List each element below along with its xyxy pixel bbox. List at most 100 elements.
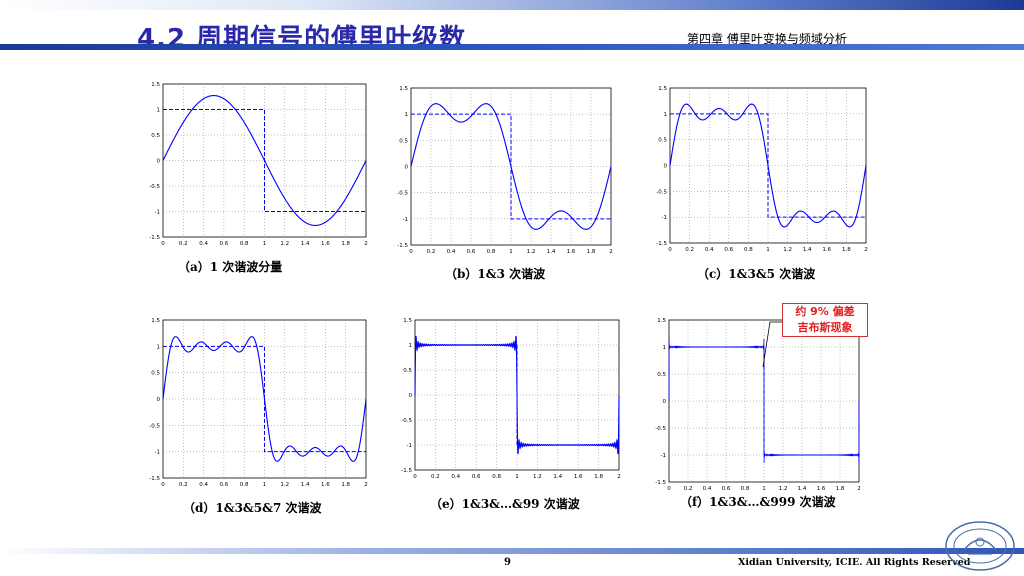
xtick-label-1-8: 1.6 bbox=[567, 249, 576, 255]
fourier-series-line-2 bbox=[669, 103, 867, 228]
bottom-gradient-bar bbox=[0, 548, 1024, 554]
ytick-label-1-1: 1 bbox=[405, 112, 409, 118]
xtick-label-3-9: 1.8 bbox=[341, 482, 350, 488]
xtick-label-2-9: 1.8 bbox=[842, 247, 851, 253]
xtick-label-3-8: 1.6 bbox=[321, 482, 330, 488]
ytick-label-1-2: 0.5 bbox=[399, 138, 408, 144]
xtick-label-4-1: 0.2 bbox=[431, 474, 440, 480]
xtick-label-2-2: 0.4 bbox=[705, 247, 714, 253]
ytick-label-2-3: 0 bbox=[664, 164, 668, 170]
xtick-label-3-10: 2 bbox=[364, 482, 368, 488]
ytick-label-0-0: 1.5 bbox=[151, 82, 160, 88]
xtick-label-0-6: 1.2 bbox=[280, 241, 289, 247]
xtick-label-4-7: 1.4 bbox=[553, 474, 562, 480]
title-underline-bar bbox=[0, 44, 1024, 50]
xtick-label-0-8: 1.6 bbox=[321, 241, 330, 247]
xtick-label-0-5: 1 bbox=[263, 241, 267, 247]
ytick-label-3-6: -1.5 bbox=[149, 476, 160, 482]
ytick-label-1-0: 1.5 bbox=[399, 86, 408, 92]
ytick-label-5-6: -1.5 bbox=[655, 480, 666, 486]
ytick-label-4-5: -1 bbox=[407, 443, 412, 449]
ytick-label-2-2: 0.5 bbox=[658, 138, 667, 144]
xtick-label-1-1: 0.2 bbox=[427, 249, 436, 255]
xtick-label-2-3: 0.6 bbox=[724, 247, 733, 253]
ytick-label-4-1: 1 bbox=[409, 343, 413, 349]
ytick-label-2-6: -1.5 bbox=[656, 241, 667, 247]
xtick-label-5-9: 1.8 bbox=[836, 486, 845, 492]
caption-b: （b）1&3 次谐波 bbox=[445, 267, 546, 281]
ytick-label-4-2: 0.5 bbox=[403, 368, 412, 374]
xtick-label-5-5: 1 bbox=[762, 486, 766, 492]
ytick-label-5-1: 1 bbox=[663, 345, 667, 351]
xtick-label-5-7: 1.4 bbox=[798, 486, 807, 492]
xtick-label-4-3: 0.6 bbox=[472, 474, 481, 480]
xtick-label-5-3: 0.6 bbox=[722, 486, 731, 492]
footer-copyright: Xidian University, ICIE. All Rights Rese… bbox=[738, 557, 971, 568]
xtick-label-0-2: 0.4 bbox=[199, 241, 208, 247]
xtick-label-5-2: 0.4 bbox=[703, 486, 712, 492]
xtick-label-4-8: 1.6 bbox=[574, 474, 583, 480]
xtick-label-3-3: 0.6 bbox=[220, 482, 229, 488]
ytick-label-0-3: 0 bbox=[157, 159, 161, 165]
university-logo-icon bbox=[945, 521, 1015, 571]
xtick-label-4-5: 1 bbox=[515, 474, 519, 480]
xtick-label-0-3: 0.6 bbox=[220, 241, 229, 247]
ytick-label-3-4: -0.5 bbox=[149, 423, 160, 429]
xtick-label-3-1: 0.2 bbox=[179, 482, 188, 488]
square-wave-reference-2 bbox=[670, 113, 866, 218]
ytick-label-4-3: 0 bbox=[409, 393, 413, 399]
xtick-label-0-4: 0.8 bbox=[240, 241, 249, 247]
fourier-series-line-0 bbox=[162, 95, 367, 226]
caption-d: （d）1&3&5&7 次谐波 bbox=[183, 501, 322, 515]
caption-e: （e）1&3&…&99 次谐波 bbox=[430, 497, 580, 511]
ytick-label-5-5: -1 bbox=[661, 453, 666, 459]
xtick-label-2-7: 1.4 bbox=[803, 247, 812, 253]
xtick-label-0-9: 1.8 bbox=[341, 241, 350, 247]
xtick-label-1-9: 1.8 bbox=[587, 249, 596, 255]
ytick-label-1-3: 0 bbox=[405, 165, 409, 171]
caption-c: （c）1&3&5 次谐波 bbox=[697, 267, 816, 281]
fourier-series-line-3 bbox=[162, 336, 367, 462]
ytick-label-0-6: -1.5 bbox=[149, 235, 160, 241]
xtick-label-1-6: 1.2 bbox=[527, 249, 536, 255]
xtick-label-3-2: 0.4 bbox=[199, 482, 208, 488]
ytick-label-4-6: -1.5 bbox=[401, 468, 412, 474]
xtick-label-5-4: 0.8 bbox=[741, 486, 750, 492]
ytick-label-1-6: -1.5 bbox=[397, 243, 408, 249]
xtick-label-1-2: 0.4 bbox=[447, 249, 456, 255]
gibbs-callout: 约 9% 偏差 吉布斯现象 bbox=[782, 303, 868, 337]
xtick-label-5-10: 2 bbox=[857, 486, 861, 492]
callout-line-1: 约 9% 偏差 bbox=[795, 305, 855, 318]
xtick-label-1-4: 0.8 bbox=[487, 249, 496, 255]
xtick-label-0-10: 2 bbox=[364, 241, 368, 247]
xtick-label-2-8: 1.6 bbox=[822, 247, 831, 253]
caption-a: （a）1 次谐波分量 bbox=[178, 260, 283, 274]
chapter-label: 第四章 傅里叶变换与频域分析 bbox=[687, 32, 847, 46]
xtick-label-2-6: 1.2 bbox=[783, 247, 792, 253]
xtick-label-3-6: 1.2 bbox=[280, 482, 289, 488]
xtick-label-1-3: 0.6 bbox=[467, 249, 476, 255]
ytick-label-1-4: -0.5 bbox=[397, 191, 408, 197]
xtick-label-1-0: 0 bbox=[409, 249, 413, 255]
xtick-label-3-0: 0 bbox=[161, 482, 165, 488]
ytick-label-3-0: 1.5 bbox=[151, 318, 160, 324]
ytick-label-4-0: 1.5 bbox=[403, 318, 412, 324]
xtick-label-4-9: 1.8 bbox=[594, 474, 603, 480]
ytick-label-3-3: 0 bbox=[157, 397, 161, 403]
xtick-label-3-5: 1 bbox=[263, 482, 267, 488]
ytick-label-0-4: -0.5 bbox=[149, 184, 160, 190]
xtick-label-1-10: 2 bbox=[609, 249, 613, 255]
xtick-label-2-5: 1 bbox=[766, 247, 770, 253]
fourier-series-line-1 bbox=[410, 103, 612, 230]
ytick-label-2-1: 1 bbox=[664, 112, 668, 118]
ytick-label-3-2: 0.5 bbox=[151, 371, 160, 377]
ytick-label-0-2: 0.5 bbox=[151, 133, 160, 139]
ytick-label-1-5: -1 bbox=[403, 217, 408, 223]
ytick-label-4-4: -0.5 bbox=[401, 418, 412, 424]
xtick-label-2-10: 2 bbox=[864, 247, 868, 253]
xtick-label-0-1: 0.2 bbox=[179, 241, 188, 247]
xtick-label-3-7: 1.4 bbox=[301, 482, 310, 488]
top-gradient-bar bbox=[0, 0, 1024, 10]
xtick-label-1-7: 1.4 bbox=[547, 249, 556, 255]
